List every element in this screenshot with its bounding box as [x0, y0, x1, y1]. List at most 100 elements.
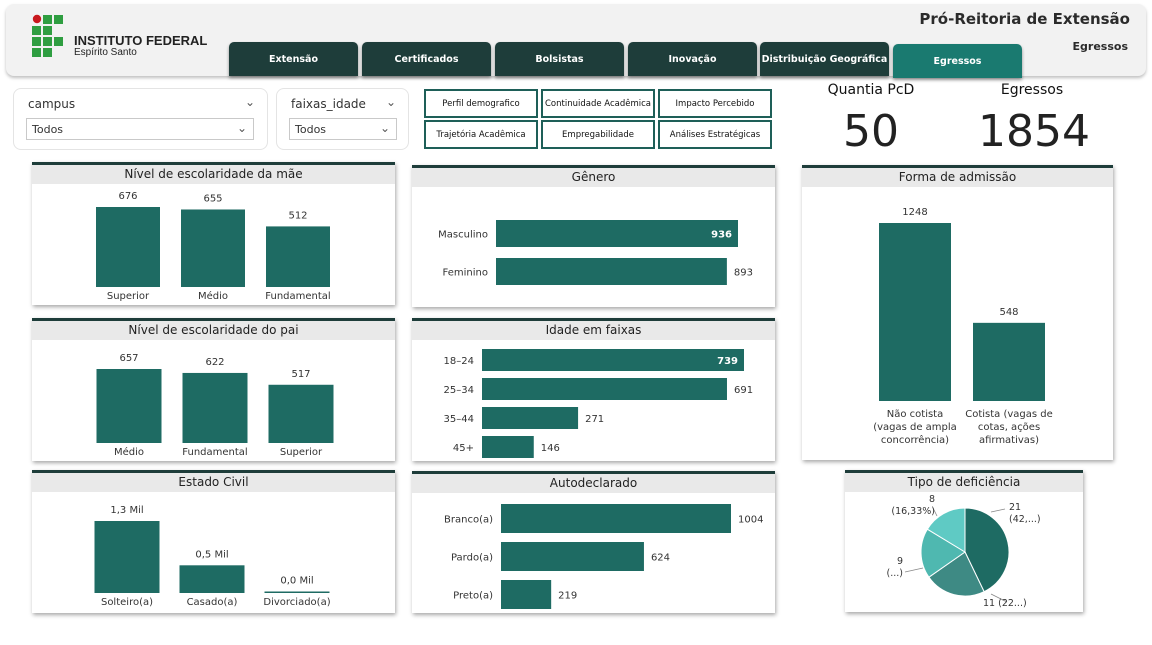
bar: [182, 372, 248, 443]
kpi-pcd-label: Quantia PcD: [827, 82, 915, 98]
faixas-idade-slicer: faixas_idade ⌄ Todos ⌄: [276, 88, 409, 150]
kpi-pcd-value: 50: [843, 106, 899, 157]
data-label: 739: [717, 356, 738, 367]
data-label: 1004: [738, 515, 763, 526]
analises-estrategicas-button[interactable]: Análises Estratégicas: [658, 120, 772, 149]
card-genero: Gênero Masculino 936 Feminino 893: [412, 165, 775, 307]
chart-genero: Masculino 936 Feminino 893: [438, 220, 753, 285]
campus-slicer-label: campus: [28, 97, 76, 111]
chevron-down-icon[interactable]: ⌄: [385, 95, 396, 109]
continuidade-academica-button[interactable]: Continuidade Acadêmica: [541, 89, 655, 118]
data-label: 893: [734, 268, 753, 279]
card-estado-civil: Estado Civil 1,3 Mil Solteiro(a) 0,5 Mil Ca…: [32, 470, 395, 613]
card-idade-faixas: Idade em faixas 18–24 739 25–34 691 35–44 271…: [412, 318, 775, 461]
chart-escolaridade-pai: 657 Médio 622 Fundamental 517 Superior: [96, 353, 334, 458]
chart-estado-civil: 1,3 Mil Solteiro(a) 0,5 Mil Casado(a) 0,0 Mi…: [94, 505, 331, 608]
card-title: Forma de admissão: [802, 168, 1113, 187]
category-label: Divorciado(a): [263, 597, 330, 608]
slice-label: (...): [887, 568, 903, 579]
bar: [96, 207, 160, 287]
category-label: 45+: [453, 443, 474, 454]
slice-label: 9: [897, 556, 903, 567]
data-label: 657: [119, 353, 138, 364]
bar: [482, 349, 744, 371]
tab-inovacao[interactable]: Inovação: [628, 42, 757, 76]
category-label: Solteiro(a): [101, 597, 153, 608]
category-label: Preto(a): [453, 591, 493, 602]
tab-certificados[interactable]: Certificados: [362, 42, 491, 76]
chart-idade-faixas: 18–24 739 25–34 691 35–44 271 45+ 146: [444, 349, 753, 458]
bar: [501, 542, 644, 571]
empregabilidade-button[interactable]: Empregabilidade: [541, 120, 655, 149]
category-label: afirmativas): [979, 435, 1039, 446]
slice-label: 8: [929, 494, 935, 505]
category-label: Casado(a): [187, 597, 238, 608]
data-label: 512: [288, 210, 307, 221]
category-label: Feminino: [443, 268, 488, 279]
bar: [264, 591, 330, 593]
kpi-egressos-value: 1854: [978, 106, 1090, 157]
category-label: 18–24: [444, 356, 474, 367]
tab-distribuicao-geografica[interactable]: Distribuição Geográfica: [760, 42, 889, 76]
page-subtitle: Egressos: [1072, 40, 1128, 53]
card-title: Autodeclarado: [412, 474, 775, 493]
category-label: Branco(a): [444, 515, 493, 526]
faixas-idade-selected-value: Todos: [295, 123, 327, 136]
brand-name: INSTITUTO FEDERAL: [74, 33, 208, 48]
tab-extensao[interactable]: Extensão: [229, 42, 358, 76]
card-forma-admissao: Forma de admissão 1248 Não cotista (vagas …: [802, 165, 1113, 460]
impacto-percebido-button[interactable]: Impacto Percebido: [658, 89, 772, 118]
data-label: 936: [711, 230, 732, 241]
category-label: Masculino: [438, 230, 488, 241]
bar: [496, 220, 738, 247]
data-label: 0,5 Mil: [195, 549, 228, 560]
category-label: Médio: [198, 290, 228, 302]
tab-egressos[interactable]: Egressos: [893, 44, 1022, 78]
slice-label: (42,...): [1009, 514, 1041, 525]
category-label: Fundamental: [182, 447, 247, 458]
card-escolaridade-mae: Nível de escolaridade da mãe 676 Superior…: [32, 162, 395, 305]
card-title: Nível de escolaridade do pai: [32, 321, 395, 340]
pie-slice: [964, 507, 1010, 593]
chevron-down-icon[interactable]: ⌄: [244, 95, 255, 109]
bar: [482, 407, 579, 429]
data-label: 517: [291, 369, 310, 380]
category-label: Médio: [114, 446, 144, 458]
card-title: Nível de escolaridade da mãe: [32, 165, 395, 184]
category-label: Superior: [107, 291, 150, 302]
leader-line: [990, 508, 1006, 513]
card-title: Tipo de deficiência: [845, 473, 1083, 492]
perfil-demografico-button[interactable]: Perfil demografico: [424, 89, 538, 118]
data-label: 622: [205, 357, 224, 368]
leader-line: [932, 507, 938, 517]
brand-campus: Espírito Santo: [74, 47, 137, 58]
faixas-idade-dropdown[interactable]: Todos ⌄: [289, 118, 397, 140]
data-label: 271: [585, 414, 604, 425]
campus-dropdown[interactable]: Todos ⌄: [26, 118, 254, 140]
data-label: 146: [541, 443, 560, 454]
logo-grid-icon: [32, 14, 63, 57]
chart-escolaridade-mae: 676 Superior 655 Médio 512 Fundamental: [96, 191, 331, 302]
data-label: 548: [999, 307, 1018, 318]
card-escolaridade-pai: Nível de escolaridade do pai 657 Médio 622…: [32, 318, 395, 461]
faixas-idade-slicer-label: faixas_idade: [291, 97, 366, 111]
card-title: Idade em faixas: [412, 321, 775, 340]
bar: [94, 521, 160, 593]
category-label: Não cotista: [887, 409, 943, 420]
bar: [501, 504, 731, 533]
data-label: 1,3 Mil: [110, 505, 143, 516]
bar: [96, 369, 162, 443]
if-logo: INSTITUTO FEDERAL Espírito Santo: [32, 14, 212, 62]
data-label: 219: [558, 591, 577, 602]
data-label: 0,0 Mil: [280, 576, 313, 587]
slice-label: 11 (22...): [983, 598, 1027, 609]
bar: [501, 580, 552, 609]
slice-label: 21: [1009, 502, 1021, 513]
chart-autodeclarado: Branco(a) 1004 Pardo(a) 624 Preto(a) 219: [444, 504, 763, 609]
tab-bolsistas[interactable]: Bolsistas: [495, 42, 624, 76]
data-label: 624: [651, 553, 670, 564]
data-label: 691: [734, 385, 753, 396]
chevron-down-icon: ⌄: [379, 121, 390, 135]
trajetoria-academica-button[interactable]: Trajetória Acadêmica: [424, 120, 538, 149]
data-label: 676: [118, 191, 137, 202]
